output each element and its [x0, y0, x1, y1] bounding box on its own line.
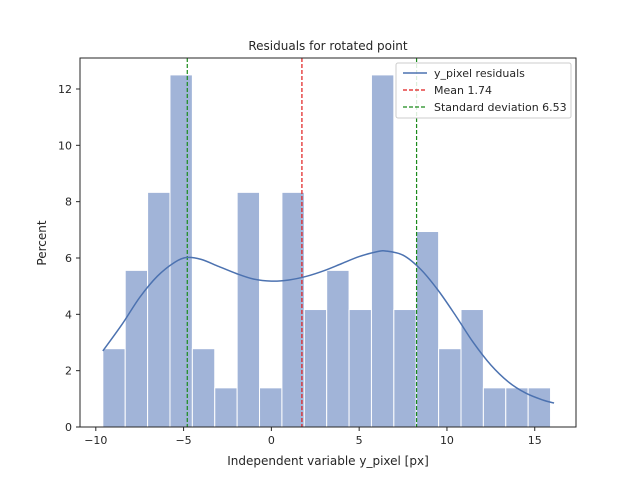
- histogram-bar: [259, 387, 283, 428]
- legend-mean-label: Mean 1.74: [434, 84, 492, 97]
- x-tick-label: 0: [268, 434, 275, 447]
- y-tick-label: 12: [58, 83, 72, 96]
- chart-title: Residuals for rotated point: [248, 39, 408, 53]
- reference-lines: [186, 58, 418, 427]
- legend-kde-label: y_pixel residuals: [434, 67, 525, 80]
- histogram-bar: [281, 191, 305, 428]
- histogram-bar: [214, 387, 238, 428]
- x-axis-title: Independent variable y_pixel [px]: [227, 454, 429, 468]
- legend-std-label: Standard deviation 6.53: [434, 101, 567, 114]
- y-axis-title: Percent: [35, 220, 49, 265]
- histogram-bar: [438, 348, 462, 428]
- y-tick-label: 8: [65, 196, 72, 209]
- x-tick-label: 15: [528, 434, 542, 447]
- plot-frame: [79, 57, 577, 428]
- y-tick-label: 2: [65, 365, 72, 378]
- histogram-bar: [191, 348, 216, 428]
- x-tick-label: 5: [356, 434, 363, 447]
- histogram-bar: [415, 231, 440, 428]
- x-tick-label: 10: [440, 434, 454, 447]
- x-axis-ticks: −10 −5 0 5 10 15: [84, 427, 542, 447]
- histogram-bars: [102, 74, 552, 428]
- histogram-bar: [326, 269, 350, 428]
- legend: y_pixel residuals Mean 1.74 Standard dev…: [395, 62, 572, 119]
- histogram-bar: [348, 309, 372, 428]
- histogram-bar: [124, 269, 149, 428]
- histogram-bar: [236, 191, 261, 428]
- histogram-bar: [482, 387, 507, 428]
- histogram-bar: [505, 387, 529, 428]
- kde-curve: [102, 249, 555, 404]
- y-tick-label: 10: [58, 139, 72, 152]
- histogram-bar: [527, 387, 552, 428]
- histogram-bar: [147, 191, 171, 428]
- x-tick-label: −5: [175, 434, 191, 447]
- y-tick-label: 6: [65, 252, 72, 265]
- histogram-bar: [169, 74, 193, 428]
- histogram-bar: [393, 309, 417, 428]
- histogram-bar: [303, 309, 328, 428]
- histogram-bar: [102, 348, 126, 428]
- y-tick-label: 4: [65, 308, 72, 321]
- histogram-bar: [460, 309, 484, 428]
- legend-box: [395, 62, 572, 119]
- x-tick-label: −10: [84, 434, 107, 447]
- y-tick-label: 0: [65, 421, 72, 434]
- y-axis-ticks: 0 2 4 6 8 10 12: [58, 83, 80, 434]
